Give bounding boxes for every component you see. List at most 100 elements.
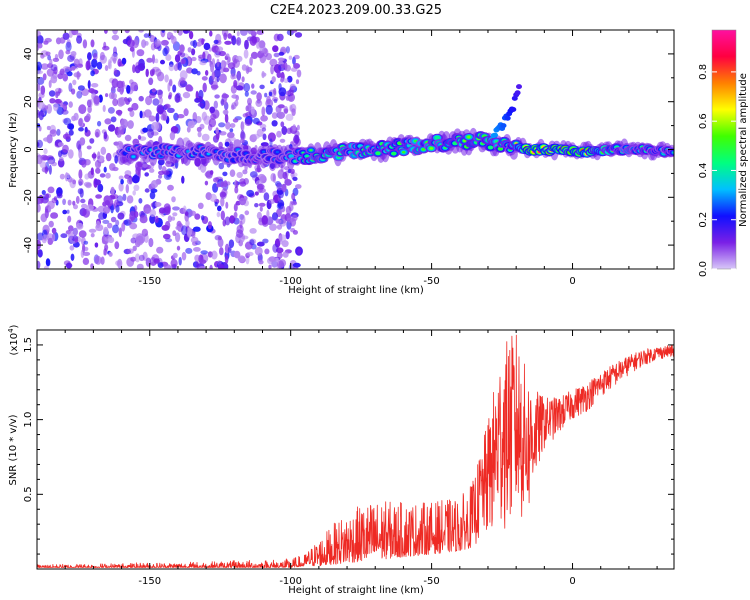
noise-blob bbox=[244, 210, 250, 216]
noise-blob bbox=[173, 30, 178, 33]
branch-mark bbox=[516, 84, 522, 90]
noise-blob bbox=[130, 256, 137, 262]
noise-blob bbox=[164, 74, 169, 83]
noise-blob bbox=[210, 64, 215, 73]
noise-blob bbox=[240, 30, 248, 36]
noise-blob bbox=[138, 198, 143, 204]
noise-blob bbox=[47, 54, 51, 61]
noise-blob bbox=[82, 39, 88, 49]
noise-blob bbox=[281, 64, 286, 69]
x-tick-label: -150 bbox=[138, 276, 161, 287]
noise-blob bbox=[276, 183, 283, 191]
noise-blob bbox=[277, 111, 285, 120]
noise-blob bbox=[96, 61, 103, 70]
ridge-mark bbox=[392, 152, 396, 155]
noise-blob bbox=[242, 113, 249, 118]
noise-blob bbox=[176, 245, 181, 251]
noise-blob bbox=[218, 162, 225, 170]
noise-blob bbox=[37, 199, 41, 204]
noise-blob bbox=[285, 90, 291, 96]
noise-blob bbox=[148, 77, 154, 86]
noise-blob bbox=[291, 201, 298, 206]
noise-blob bbox=[44, 165, 48, 175]
noise-blob bbox=[102, 206, 111, 214]
noise-blob bbox=[285, 113, 294, 121]
noise-blob bbox=[145, 68, 149, 78]
noise-blob bbox=[216, 76, 220, 83]
noise-blob bbox=[137, 135, 142, 140]
noise-blob bbox=[87, 80, 91, 89]
noise-blob bbox=[149, 209, 157, 218]
noise-blob bbox=[111, 34, 120, 41]
noise-blob bbox=[200, 215, 205, 221]
noise-blob bbox=[271, 120, 278, 127]
noise-blob bbox=[219, 191, 227, 198]
noise-blob bbox=[252, 133, 260, 140]
noise-blob bbox=[100, 146, 107, 155]
noise-blob bbox=[239, 197, 247, 206]
noise-blob bbox=[38, 125, 42, 132]
noise-blob bbox=[151, 68, 156, 76]
noise-blob bbox=[258, 202, 266, 207]
noise-blob bbox=[187, 120, 195, 129]
noise-blob bbox=[65, 262, 73, 269]
noise-blob bbox=[134, 65, 141, 74]
noise-blob bbox=[200, 250, 208, 255]
noise-blob bbox=[273, 98, 278, 103]
noise-blob bbox=[161, 224, 170, 231]
noise-blob bbox=[115, 204, 120, 213]
noise-blob bbox=[171, 216, 176, 221]
noise-blob bbox=[268, 256, 277, 262]
noise-blob bbox=[163, 233, 171, 240]
noise-blob bbox=[57, 158, 65, 168]
noise-blob bbox=[195, 90, 199, 101]
noise-blob bbox=[70, 51, 77, 57]
noise-blob bbox=[65, 172, 70, 179]
noise-blob bbox=[209, 106, 216, 114]
noise-blob bbox=[231, 94, 238, 99]
noise-blob bbox=[39, 161, 47, 169]
noise-blob bbox=[167, 184, 174, 191]
noise-blob bbox=[137, 233, 146, 244]
noise-blob bbox=[202, 82, 207, 93]
noise-blob bbox=[37, 76, 45, 85]
noise-blob bbox=[91, 153, 97, 159]
noise-blob bbox=[59, 68, 65, 76]
noise-blob bbox=[172, 206, 180, 211]
noise-blob bbox=[165, 238, 173, 243]
noise-blob bbox=[79, 137, 86, 146]
noise-blob bbox=[176, 114, 185, 119]
noise-blob bbox=[72, 227, 79, 236]
noise-blob bbox=[249, 56, 253, 66]
noise-blob bbox=[268, 199, 275, 204]
noise-blob bbox=[158, 174, 163, 179]
spectrogram-marks bbox=[37, 30, 674, 269]
snr-marks bbox=[37, 334, 674, 568]
noise-blob bbox=[81, 160, 87, 168]
spectrogram-y-ticks: -40 -20 0 20 40 bbox=[23, 29, 674, 270]
noise-blob bbox=[250, 106, 255, 115]
noise-blob bbox=[247, 97, 252, 106]
snr-x-ticks: -150 -100 -50 0 bbox=[64, 330, 658, 587]
noise-blob bbox=[94, 159, 102, 169]
noise-blob bbox=[224, 113, 229, 123]
noise-blob bbox=[124, 134, 132, 142]
noise-blob bbox=[240, 138, 245, 144]
noise-blob bbox=[241, 64, 247, 71]
noise-blob bbox=[136, 49, 145, 57]
ridge-mark bbox=[261, 150, 266, 153]
noise-blob bbox=[221, 60, 225, 70]
noise-blob bbox=[130, 237, 137, 244]
noise-blob bbox=[278, 57, 285, 62]
noise-blob bbox=[230, 104, 235, 110]
noise-blob bbox=[151, 180, 159, 188]
y-tick-label: -40 bbox=[23, 237, 34, 253]
noise-blob bbox=[74, 238, 79, 243]
noise-blob bbox=[86, 145, 92, 150]
noise-blob bbox=[249, 35, 257, 46]
noise-blob bbox=[229, 216, 236, 223]
noise-blob bbox=[95, 194, 102, 199]
y-tick-label: 40 bbox=[23, 48, 34, 61]
noise-blob bbox=[236, 31, 240, 37]
noise-blob bbox=[285, 231, 290, 240]
